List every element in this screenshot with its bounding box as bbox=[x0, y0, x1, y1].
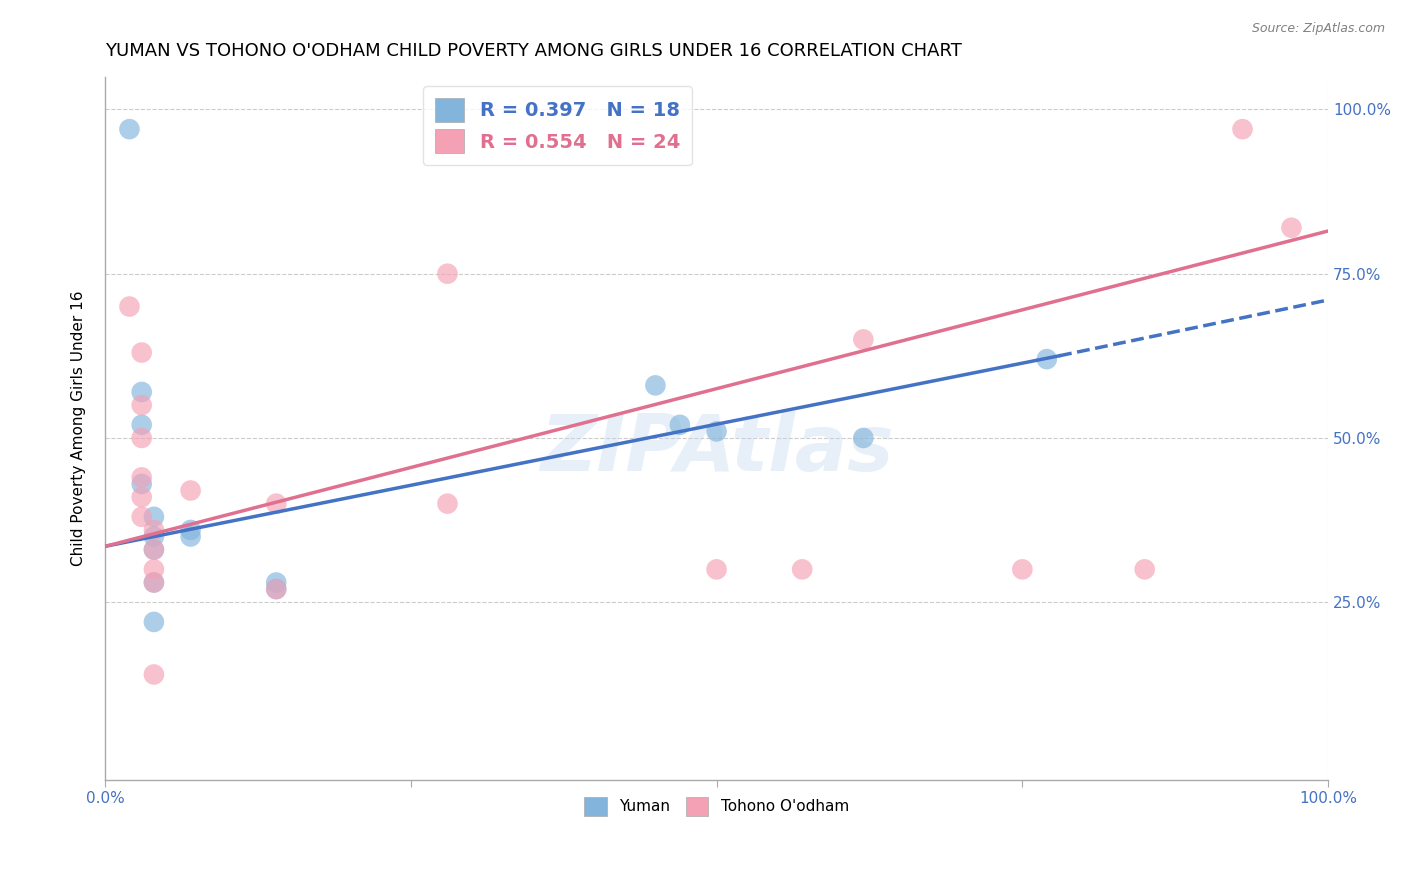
Point bbox=[142, 509, 165, 524]
Point bbox=[142, 667, 165, 681]
Point bbox=[1011, 562, 1033, 576]
Point bbox=[142, 575, 165, 590]
Point bbox=[131, 398, 153, 412]
Point bbox=[792, 562, 814, 576]
Point bbox=[118, 122, 141, 136]
Point bbox=[142, 523, 165, 537]
Legend: Yuman, Tohono O'odham: Yuman, Tohono O'odham bbox=[575, 788, 858, 825]
Point bbox=[669, 417, 692, 432]
Point bbox=[644, 378, 666, 392]
Point bbox=[142, 542, 165, 557]
Point bbox=[131, 470, 153, 484]
Point bbox=[180, 483, 202, 498]
Point bbox=[264, 582, 287, 596]
Point bbox=[131, 384, 153, 399]
Point bbox=[131, 431, 153, 445]
Point bbox=[131, 490, 153, 504]
Point bbox=[852, 332, 875, 346]
Text: YUMAN VS TOHONO O'ODHAM CHILD POVERTY AMONG GIRLS UNDER 16 CORRELATION CHART: YUMAN VS TOHONO O'ODHAM CHILD POVERTY AM… bbox=[105, 42, 962, 60]
Point bbox=[436, 267, 458, 281]
Point bbox=[142, 529, 165, 543]
Point bbox=[852, 431, 875, 445]
Point bbox=[131, 417, 153, 432]
Point bbox=[264, 497, 287, 511]
Point bbox=[131, 509, 153, 524]
Point bbox=[1036, 352, 1059, 367]
Point bbox=[142, 615, 165, 629]
Point bbox=[1133, 562, 1156, 576]
Text: Source: ZipAtlas.com: Source: ZipAtlas.com bbox=[1251, 22, 1385, 36]
Point bbox=[706, 562, 728, 576]
Point bbox=[1281, 220, 1303, 235]
Point bbox=[142, 575, 165, 590]
Point bbox=[131, 477, 153, 491]
Point bbox=[180, 523, 202, 537]
Point bbox=[118, 300, 141, 314]
Point bbox=[264, 575, 287, 590]
Point bbox=[1232, 122, 1254, 136]
Point bbox=[706, 425, 728, 439]
Point bbox=[264, 582, 287, 596]
Point bbox=[142, 542, 165, 557]
Point bbox=[180, 529, 202, 543]
Text: ZIPAtlas: ZIPAtlas bbox=[540, 411, 893, 487]
Y-axis label: Child Poverty Among Girls Under 16: Child Poverty Among Girls Under 16 bbox=[72, 291, 86, 566]
Point bbox=[142, 562, 165, 576]
Point bbox=[436, 497, 458, 511]
Point bbox=[131, 345, 153, 359]
